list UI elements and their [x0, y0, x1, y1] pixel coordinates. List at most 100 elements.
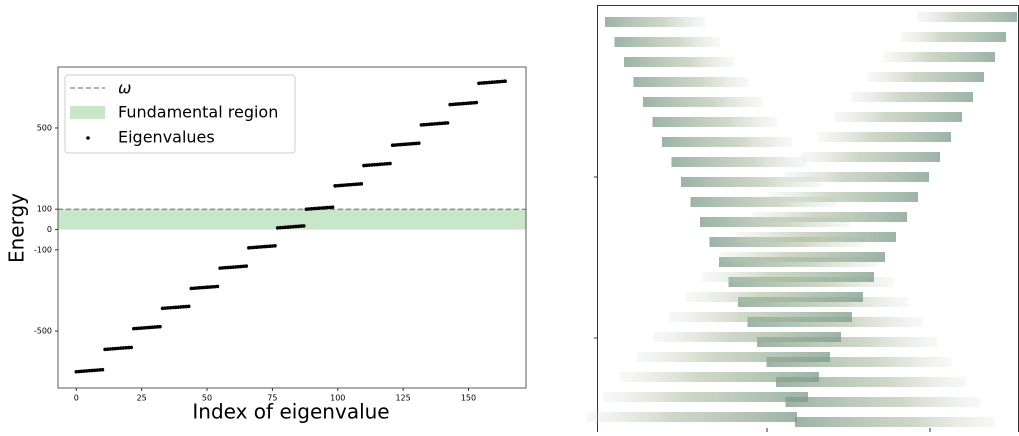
eigenvalue-point	[419, 123, 424, 127]
eigenvalue-point	[239, 264, 243, 269]
eigenvalue-point	[291, 224, 296, 229]
eigenvalue-point	[445, 121, 450, 125]
eigenvalue-point	[142, 326, 147, 330]
eigenvalue-point	[309, 207, 314, 211]
eigenvalue-point	[194, 286, 199, 290]
eigenvalue-point	[166, 306, 170, 310]
texture-stripe	[636, 352, 830, 362]
texture-stripe	[686, 292, 863, 302]
eigenvalue-point	[443, 121, 447, 125]
eigenvalue-point	[343, 183, 348, 187]
eigenvalue-point	[90, 368, 94, 373]
eigenvalue-point	[207, 285, 212, 289]
eigenvalue-point	[482, 81, 486, 85]
texture-stripe	[587, 412, 797, 422]
eigenvalue-point	[351, 182, 356, 187]
eigenvalue-point	[448, 102, 452, 107]
eigenvalue-point	[406, 142, 411, 146]
eigenvalue-point	[456, 102, 460, 106]
eigenvalue-point	[202, 285, 207, 290]
eigenvalue-point	[322, 205, 327, 210]
eigenvalue-point	[134, 326, 139, 331]
eigenvalue-point	[385, 161, 390, 166]
eigenvalue-point	[98, 368, 102, 372]
eigenvalue-point	[244, 264, 249, 268]
eigenvalue-point	[79, 369, 84, 374]
eigenvalue-point	[372, 162, 377, 167]
texture-stripe	[719, 252, 885, 262]
eigenvalue-point	[105, 347, 110, 351]
eigenvalue-point	[116, 346, 120, 351]
eigenvalue-point	[466, 101, 471, 105]
legend-region-label: Fundamental region	[118, 103, 278, 122]
eigenvalue-point	[118, 346, 123, 350]
eigenvalue-point	[205, 285, 209, 290]
eigenvalue-point	[270, 244, 275, 248]
eigenvalue-point	[492, 80, 497, 84]
eigenvalue-point	[333, 184, 337, 188]
eigenvalue-point	[92, 368, 97, 373]
eigenvalue-point	[301, 224, 306, 228]
eigenvalue-point	[220, 266, 225, 270]
eigenvalue-point	[487, 80, 492, 85]
eigenvalue-point	[275, 226, 280, 230]
eigenvalue-point	[471, 100, 476, 105]
eigenvalue-point	[278, 225, 283, 230]
y-axis-label: Energy	[5, 193, 29, 263]
eigenvalue-point	[461, 101, 466, 106]
eigenvalue-point	[495, 80, 500, 84]
legend-point-key	[86, 136, 90, 140]
x-tick-label: 75	[267, 394, 277, 403]
eigenvalue-point	[346, 183, 351, 187]
eigenvalue-point	[184, 304, 188, 309]
eigenvalue-point	[422, 122, 426, 127]
eigenvalue-point	[286, 225, 290, 229]
texture-stripe	[752, 212, 907, 222]
texture-stripe	[766, 357, 952, 367]
legend-omega-label: ω	[118, 79, 131, 98]
legend-box	[64, 74, 296, 154]
eigenvalue-point	[145, 325, 149, 330]
eigenvalue-point	[247, 246, 251, 250]
eigenvalue-point	[312, 206, 317, 211]
eigenvalue-point	[500, 79, 505, 84]
texture-stripe	[633, 77, 749, 87]
eigenvalue-point	[424, 122, 429, 127]
eigenvalue-point	[435, 121, 439, 126]
texture-stripe	[900, 32, 1006, 42]
eigenvalue-point	[288, 225, 293, 229]
eigenvalue-point	[160, 306, 165, 311]
eigenvalue-point	[77, 369, 81, 374]
eigenvalue-point	[147, 325, 152, 330]
eigenvalue-point	[393, 143, 398, 147]
eigenvalue-point	[158, 324, 162, 329]
eigenvalue-point	[137, 326, 141, 331]
texture-stripe	[801, 152, 940, 162]
eigenvalue-point	[173, 305, 178, 310]
eigenvalue-point	[260, 245, 264, 249]
eigenvalue-point	[335, 183, 340, 188]
eigenvalue-point	[171, 305, 175, 310]
axes-frame	[57, 66, 527, 389]
eigenvalue-point	[283, 225, 288, 230]
eigenvalue-point	[233, 265, 238, 269]
eigenvalue-point	[113, 346, 118, 351]
y-tick-label: -500	[34, 327, 52, 336]
eigenvalue-point	[490, 80, 494, 85]
eigenvalue-point	[74, 369, 79, 374]
eigenvalue-point	[377, 162, 382, 167]
eigenvalue-point	[362, 163, 366, 168]
eigenvalue-point	[315, 206, 319, 211]
eigenvalue-point	[257, 245, 262, 249]
eigenvalue-point	[236, 264, 241, 269]
y-tick-label: 500	[37, 123, 52, 132]
eigenvalue-point	[341, 183, 345, 188]
eigenvalue-point	[411, 141, 416, 146]
eigenvalue-point	[479, 81, 484, 85]
x-tick-label: 25	[137, 394, 147, 403]
eigenvalue-point	[186, 304, 191, 309]
x-tick-label: 0	[74, 394, 79, 403]
eigenvalue-point	[383, 162, 387, 166]
eigenvalue-point	[367, 163, 371, 167]
